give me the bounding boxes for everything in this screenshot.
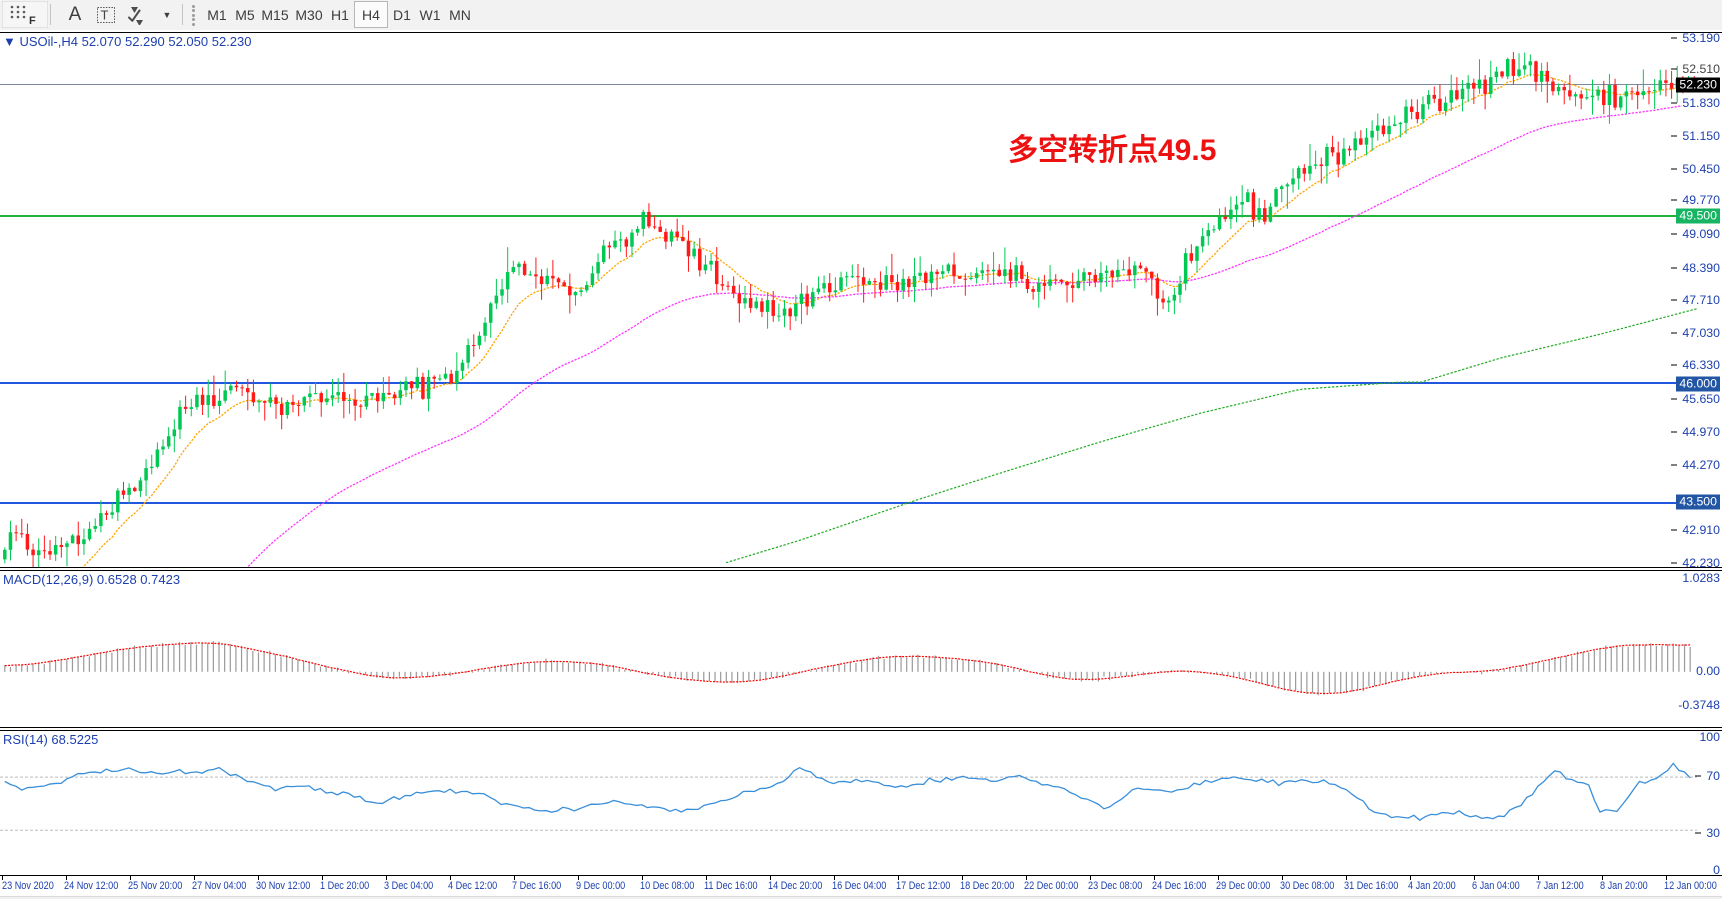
svg-text:F: F: [29, 15, 36, 27]
svg-text:T: T: [101, 8, 109, 23]
